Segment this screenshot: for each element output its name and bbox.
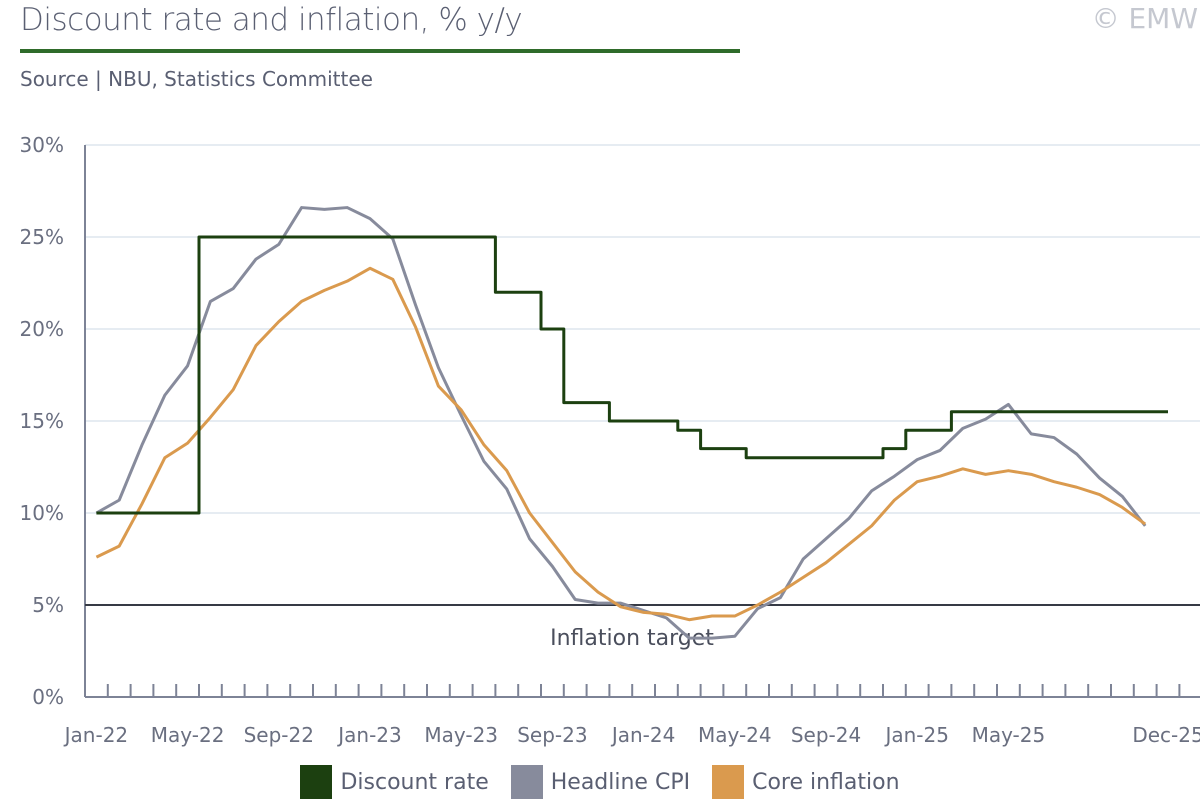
x-tick-label: May-25 [972, 723, 1046, 747]
legend-label: Discount rate [340, 769, 489, 795]
y-tick-label: 5% [32, 593, 64, 617]
inflation-target-label: Inflation target [550, 626, 714, 651]
legend-item-headline-cpi: Headline CPI [510, 765, 691, 799]
legend-swatch [712, 765, 745, 799]
series-line-headline-cpi [95, 206, 1147, 640]
y-tick-label: 0% [32, 685, 64, 709]
y-tick-label: 20% [20, 317, 64, 341]
legend-swatch [300, 765, 333, 799]
x-tick-label: Sep-22 [244, 723, 314, 747]
copyright-watermark: © EMW [1091, 2, 1198, 35]
y-tick-label: 30% [20, 133, 64, 157]
legend-item-core-inflation: Core inflation [712, 765, 900, 799]
x-tick-label: Jan-25 [883, 723, 949, 747]
x-tick-label: Sep-23 [517, 723, 587, 747]
series-line-discount-rate [96, 235, 1168, 515]
legend: Discount rate Headline CPI Core inflatio… [0, 765, 1200, 799]
x-tick-label: Jan-22 [63, 723, 129, 747]
y-tick-label: 25% [20, 225, 64, 249]
x-tick-label: May-22 [151, 723, 225, 747]
x-tick-label: May-24 [698, 723, 772, 747]
x-tick-label: Sep-24 [791, 723, 861, 747]
source-note: Source | NBU, Statistics Committee [20, 67, 373, 91]
legend-swatch [510, 765, 543, 799]
legend-label: Headline CPI [550, 769, 691, 795]
x-tick-label: Jan-23 [336, 723, 402, 747]
y-tick-label: 15% [20, 409, 64, 433]
legend-label: Core inflation [752, 769, 900, 795]
x-tick-label: May-23 [424, 723, 498, 747]
x-tick-label: Jan-24 [610, 723, 676, 747]
y-tick-label: 10% [20, 501, 64, 525]
legend-item-discount-rate: Discount rate [300, 765, 489, 799]
chart-title: Discount rate and inflation, % y/y [20, 2, 523, 38]
series-line-core-inflation [95, 266, 1147, 622]
x-tick-label: Dec-25 [1132, 723, 1200, 747]
title-underline [20, 49, 740, 53]
